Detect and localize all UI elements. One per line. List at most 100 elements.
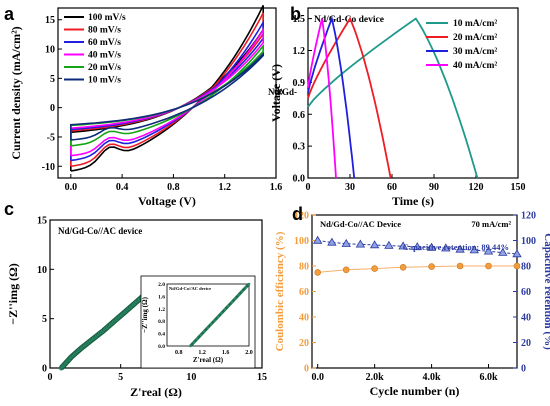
inset-point xyxy=(206,326,209,330)
y-tick-label: 10 xyxy=(45,45,55,56)
retention-point xyxy=(483,246,494,255)
annotation: Nd/Gd- xyxy=(268,87,297,97)
y-tick-label-left: 40 xyxy=(299,313,309,324)
axes-frame xyxy=(311,214,518,369)
legend-label: 30 mA/cm² xyxy=(453,47,497,57)
panel-label: d xyxy=(292,204,303,224)
legend-label: 20 mV/s xyxy=(88,63,121,73)
y-axis-label: −Z''img (Ω) xyxy=(6,263,20,324)
retention-line xyxy=(317,240,518,255)
rate-annotation: 70 mA/cm² xyxy=(471,219,511,229)
ce-point xyxy=(314,269,322,276)
inset-point xyxy=(196,337,199,341)
ce-point xyxy=(428,263,435,270)
ce-point xyxy=(485,262,492,270)
inset-x-tick-label: 1.2 xyxy=(198,350,206,356)
retention-point xyxy=(412,242,422,251)
x-axis-label: Time (s) xyxy=(392,194,434,208)
retention-point xyxy=(313,235,323,244)
y-tick-label: 0.6 xyxy=(293,110,306,121)
y-axis-label: Voltage (V) xyxy=(269,64,283,122)
x-tick-label: 0.0 xyxy=(65,182,78,193)
cv-curve-5 xyxy=(70,51,265,141)
inset-point xyxy=(189,344,192,348)
y-tick-label-left: 20 xyxy=(299,338,309,349)
legend-label: 60 mV/s xyxy=(88,38,121,48)
gcd-curve-3 xyxy=(307,18,337,179)
y-tick-label: 0.0 xyxy=(293,174,306,185)
cv-curve-3 xyxy=(70,27,265,157)
y-tick-label-right: 80 xyxy=(521,262,531,273)
inset-y-tick-label: 0.0 xyxy=(158,344,165,350)
legend-label: 80 mV/s xyxy=(88,26,121,36)
y-tick-label-left: 0 xyxy=(304,364,309,375)
retention-point xyxy=(369,240,380,249)
inset-point xyxy=(202,330,206,333)
inset-point xyxy=(247,282,251,286)
retention-point xyxy=(327,237,337,246)
x-axis-label: Z'real (Ω) xyxy=(130,385,182,399)
inset-x-tick-label: 0.8 xyxy=(175,350,183,356)
ce-point xyxy=(456,262,464,270)
x-tick-label: 15 xyxy=(257,372,267,383)
legend-label: 100 mV/s xyxy=(88,13,126,23)
legend-label: 40 mA/cm² xyxy=(453,61,497,71)
panel-label: a xyxy=(4,4,15,24)
inset-y-axis-label: −Z''img (Ω) xyxy=(141,296,149,333)
inset-y-tick-label: 2.0 xyxy=(158,282,165,288)
y-tick-label-left: 100 xyxy=(294,236,309,247)
inset-axes-frame xyxy=(166,283,250,347)
inset-point xyxy=(233,297,237,300)
retention-point xyxy=(355,239,366,248)
y-axis-label: Current density (mA/cm²) xyxy=(9,26,23,159)
x-tick-label: 6.0k xyxy=(479,372,498,383)
legend-label: 40 mV/s xyxy=(88,51,121,61)
legend-label: 10 mV/s xyxy=(88,76,121,86)
y-tick-label: 0 xyxy=(50,103,55,114)
inset-point xyxy=(223,308,227,311)
inset-y-tick-label: 1.6 xyxy=(158,294,165,300)
inset-point xyxy=(213,319,216,322)
chart-title: Nd/Gd-Co//AC device xyxy=(58,226,142,236)
inset-x-tick-label: 2.0 xyxy=(245,350,253,356)
x-tick-label: 1.6 xyxy=(270,182,283,193)
panel-label: b xyxy=(290,4,301,24)
gcd-curve-2 xyxy=(307,15,356,179)
retention-point xyxy=(441,243,451,252)
legend-label: 20 mA/cm² xyxy=(453,33,497,43)
inset-point xyxy=(230,300,234,304)
x-tick-label: 120 xyxy=(469,182,484,193)
y-tick-label-right: 60 xyxy=(521,287,531,298)
x-tick-label: 150 xyxy=(511,182,526,193)
retention-point xyxy=(398,241,408,250)
gcd-curve-0 xyxy=(307,17,479,179)
ce-point xyxy=(399,263,407,271)
x-tick-label: 0 xyxy=(306,182,311,193)
x-tick-label: 60 xyxy=(387,182,397,193)
x-tick-label: 0.8 xyxy=(167,182,180,193)
inset-x-tick-label: 1.6 xyxy=(222,350,230,356)
panel-label: c xyxy=(4,199,14,219)
x-tick-label: 1.2 xyxy=(218,182,231,193)
x-tick-label: 4.0k xyxy=(423,372,442,383)
y-axis-label-right: Capacitive retention (%) xyxy=(542,233,550,350)
y-tick-label: 0 xyxy=(42,364,47,375)
y-tick-label: -5 xyxy=(47,132,55,143)
x-tick-label: 0.4 xyxy=(116,182,129,193)
y-tick-label: 0.3 xyxy=(293,142,306,153)
inset-point xyxy=(237,293,240,297)
y-tick-label-left: 80 xyxy=(299,262,309,273)
ce-line xyxy=(317,265,517,273)
x-tick-label: 10 xyxy=(186,372,196,383)
inset-point xyxy=(216,315,220,319)
x-axis-label: Voltage (V) xyxy=(138,194,196,208)
x-tick-label: 0 xyxy=(48,372,53,383)
inset-point xyxy=(227,304,230,308)
retention-point xyxy=(455,244,465,253)
inset-y-tick-label: 0.4 xyxy=(158,332,165,338)
y-tick-label: 15 xyxy=(45,15,55,26)
chart-title: Nd/Gd-Co//AC Device xyxy=(320,219,401,229)
axes-frame xyxy=(57,7,277,179)
inset-point xyxy=(220,311,223,315)
